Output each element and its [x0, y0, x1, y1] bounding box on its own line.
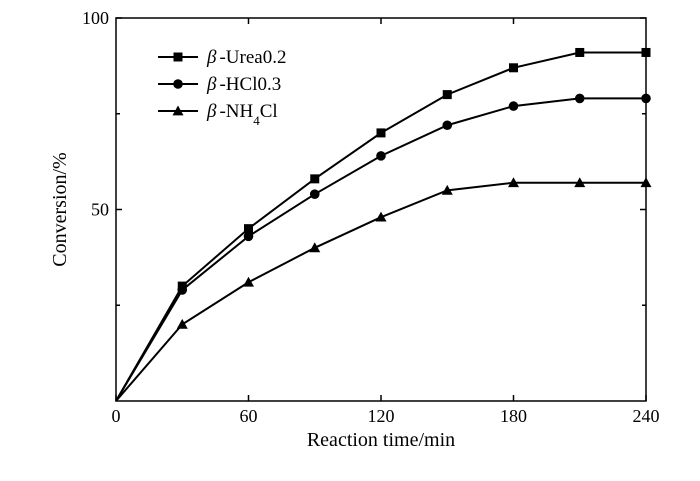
data-point — [309, 242, 321, 253]
data-point — [640, 177, 652, 188]
axis-frame — [115, 17, 647, 402]
data-point — [508, 177, 519, 188]
y-tick-label: 100 — [82, 8, 109, 28]
data-point — [176, 318, 188, 329]
y-tick-label: 50 — [91, 200, 109, 220]
series-layer — [115, 47, 652, 402]
x-tick-label: 180 — [500, 406, 527, 426]
data-point — [574, 93, 585, 104]
x-axis-label: Reaction time/min — [307, 429, 455, 451]
data-point — [641, 47, 651, 57]
legend-item: β -NH4Cl — [158, 101, 278, 128]
axis-tick-labels: 0 60 120 180 240 50 100 — [82, 8, 660, 426]
legend-label: β -Urea0.2 — [206, 47, 286, 68]
legend-item: β -Urea0.2 — [158, 47, 286, 68]
data-point — [243, 231, 254, 242]
data-point — [310, 174, 320, 184]
legend-swatch-marker — [173, 52, 183, 62]
y-axis-label: Conversion/% — [49, 152, 71, 266]
legend-label: β -HCl0.3 — [206, 74, 281, 95]
legend-item: β -HCl0.3 — [158, 74, 281, 95]
series-line — [115, 97, 646, 402]
axis-ticks — [115, 17, 647, 401]
x-tick-label: 240 — [633, 406, 660, 426]
data-point — [376, 151, 386, 161]
series-line — [115, 51, 646, 402]
data-point — [177, 285, 188, 295]
data-point — [375, 211, 387, 222]
data-point — [244, 224, 253, 234]
series-circle — [115, 93, 651, 402]
data-point — [508, 101, 519, 111]
x-tick-label: 0 — [112, 406, 121, 426]
legend-label: β -NH4Cl — [206, 101, 278, 128]
series-square — [115, 47, 651, 402]
data-point — [309, 189, 320, 199]
plot-area: 0 60 120 180 240 50 100 — [82, 8, 660, 426]
data-point — [641, 93, 651, 104]
legend-swatch-marker — [172, 105, 184, 116]
data-point — [376, 128, 386, 138]
legend-swatch-marker — [173, 79, 183, 89]
data-point — [441, 184, 453, 195]
x-tick-label: 120 — [368, 406, 395, 426]
data-point — [575, 47, 585, 57]
data-point — [442, 90, 452, 100]
data-point — [243, 276, 254, 287]
legend: β -Urea0.2 β -HCl0.3 β -NH4Cl — [158, 47, 286, 128]
x-tick-label: 60 — [240, 406, 258, 426]
data-point — [509, 63, 518, 73]
data-point — [574, 177, 586, 188]
data-point — [442, 120, 453, 131]
series-triangle — [115, 177, 652, 402]
